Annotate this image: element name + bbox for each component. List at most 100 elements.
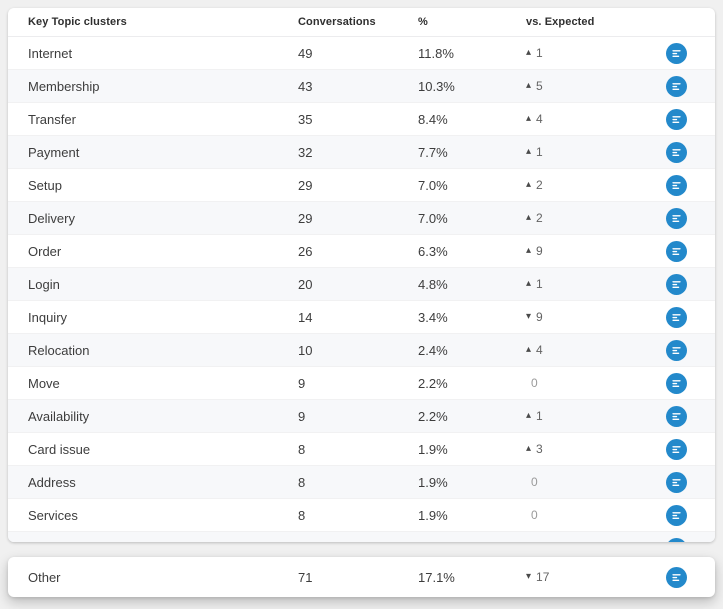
row-action-button[interactable] bbox=[665, 504, 687, 526]
row-action-button[interactable] bbox=[665, 438, 687, 460]
table-row: Card issue 8 1.9% ▴ 3 bbox=[8, 432, 715, 465]
delta-cell: ▴ 1 bbox=[526, 46, 647, 60]
table-row bbox=[8, 531, 715, 542]
table-row: Services 8 1.9% 0 bbox=[8, 498, 715, 531]
row-action-button[interactable] bbox=[665, 240, 687, 262]
table-header: Key Topic clusters Conversations % vs. E… bbox=[8, 8, 715, 36]
table-row: Order 26 6.3% ▴ 9 bbox=[8, 234, 715, 267]
topic-cell: Order bbox=[28, 243, 62, 259]
bar-chart-icon bbox=[671, 478, 681, 486]
percent-cell: 3.4% bbox=[418, 309, 448, 325]
trend-up-icon: ▴ bbox=[526, 113, 532, 124]
topic-cell: Payment bbox=[28, 144, 80, 160]
table-row: Payment 32 7.7% ▴ 1 bbox=[8, 135, 715, 168]
conversations-cell: 14 bbox=[298, 309, 313, 325]
conversations-cell: 9 bbox=[298, 375, 306, 391]
table-row: Address 8 1.9% 0 bbox=[8, 465, 715, 498]
row-action-button[interactable] bbox=[665, 306, 687, 328]
row-action-button[interactable] bbox=[665, 405, 687, 427]
table-row: Inquiry 14 3.4% ▾ 9 bbox=[8, 300, 715, 333]
conversations-cell: 10 bbox=[298, 342, 313, 358]
row-action-button[interactable] bbox=[665, 207, 687, 229]
column-header-expected: vs. Expected bbox=[526, 16, 595, 28]
percent-cell: 2.2% bbox=[418, 375, 448, 391]
conversations-cell: 29 bbox=[298, 210, 313, 226]
delta-value: 4 bbox=[536, 112, 543, 126]
percent-cell: 4.8% bbox=[418, 276, 448, 292]
row-action-button[interactable] bbox=[665, 174, 687, 196]
bar-chart-icon bbox=[671, 247, 681, 255]
conversations-cell: 9 bbox=[298, 408, 306, 424]
row-action-button[interactable] bbox=[665, 141, 687, 163]
column-header-conversations: Conversations bbox=[298, 16, 376, 28]
delta-cell: ▴ 1 bbox=[526, 277, 647, 291]
percent-cell: 7.0% bbox=[418, 177, 448, 193]
topic-cell: Membership bbox=[28, 78, 100, 94]
percent-cell: 10.3% bbox=[418, 78, 455, 94]
row-action-button[interactable] bbox=[665, 372, 687, 394]
delta-cell: ▴ 2 bbox=[526, 211, 647, 225]
topic-cell: Delivery bbox=[28, 210, 75, 226]
trend-down-icon: ▾ bbox=[526, 571, 532, 582]
conversations-cell: 8 bbox=[298, 441, 306, 457]
trend-down-icon: ▾ bbox=[526, 311, 532, 322]
row-action-button[interactable] bbox=[665, 537, 687, 542]
bar-chart-icon bbox=[671, 346, 681, 354]
table-row: Delivery 29 7.0% ▴ 2 bbox=[8, 201, 715, 234]
percent-cell: 17.1% bbox=[418, 569, 455, 585]
delta-value: 0 bbox=[531, 475, 538, 489]
topic-cell: Move bbox=[28, 375, 60, 391]
bar-chart-icon bbox=[671, 412, 681, 420]
trend-up-icon: ▴ bbox=[526, 344, 532, 355]
table-row: Setup 29 7.0% ▴ 2 bbox=[8, 168, 715, 201]
topic-cell: Setup bbox=[28, 177, 62, 193]
row-action-button[interactable] bbox=[665, 42, 687, 64]
row-action-button[interactable] bbox=[665, 273, 687, 295]
bar-chart-icon bbox=[671, 445, 681, 453]
table-row: Move 9 2.2% 0 bbox=[8, 366, 715, 399]
delta-cell: ▴ 1 bbox=[526, 145, 647, 159]
delta-cell: ▾ 9 bbox=[526, 310, 647, 324]
conversations-cell: 43 bbox=[298, 78, 313, 94]
delta-cell: ▴ 5 bbox=[526, 79, 647, 93]
actions-cell bbox=[647, 405, 705, 427]
row-action-button[interactable] bbox=[665, 471, 687, 493]
conversations-cell: 29 bbox=[298, 177, 313, 193]
conversations-cell: 71 bbox=[298, 569, 313, 585]
conversations-cell: 26 bbox=[298, 243, 313, 259]
trend-up-icon: ▴ bbox=[526, 47, 532, 58]
table-row: Membership 43 10.3% ▴ 5 bbox=[8, 69, 715, 102]
table-rows: Internet 49 11.8% ▴ 1 Membership 43 10.3… bbox=[8, 36, 715, 542]
trend-up-icon: ▴ bbox=[526, 410, 532, 421]
actions-cell bbox=[647, 141, 705, 163]
trend-up-icon: ▴ bbox=[526, 278, 532, 289]
topic-clusters-table-card: Key Topic clusters Conversations % vs. E… bbox=[8, 8, 715, 542]
other-row-card: Other 71 17.1% ▾ 17 bbox=[8, 557, 715, 597]
column-header-percent: % bbox=[418, 16, 428, 28]
delta-value: 3 bbox=[536, 442, 543, 456]
percent-cell: 1.9% bbox=[418, 441, 448, 457]
trend-up-icon: ▴ bbox=[526, 146, 532, 157]
row-action-button[interactable] bbox=[665, 566, 687, 588]
row-action-button[interactable] bbox=[665, 108, 687, 130]
bar-chart-icon bbox=[671, 280, 681, 288]
actions-cell bbox=[647, 537, 705, 542]
conversations-cell: 32 bbox=[298, 144, 313, 160]
delta-cell: ▴ 3 bbox=[526, 442, 647, 456]
row-action-button[interactable] bbox=[665, 75, 687, 97]
actions-cell bbox=[647, 240, 705, 262]
delta-value: 0 bbox=[531, 376, 538, 390]
actions-cell bbox=[647, 306, 705, 328]
conversations-cell: 8 bbox=[298, 474, 306, 490]
delta-value: 2 bbox=[536, 211, 543, 225]
delta-value: 1 bbox=[536, 277, 543, 291]
bar-chart-icon bbox=[671, 511, 681, 519]
actions-cell bbox=[647, 273, 705, 295]
bar-chart-icon bbox=[671, 115, 681, 123]
conversations-cell: 8 bbox=[298, 507, 306, 523]
bar-chart-icon bbox=[671, 148, 681, 156]
conversations-cell: 20 bbox=[298, 276, 313, 292]
row-action-button[interactable] bbox=[665, 339, 687, 361]
delta-value: 1 bbox=[536, 46, 543, 60]
trend-up-icon: ▴ bbox=[526, 212, 532, 223]
